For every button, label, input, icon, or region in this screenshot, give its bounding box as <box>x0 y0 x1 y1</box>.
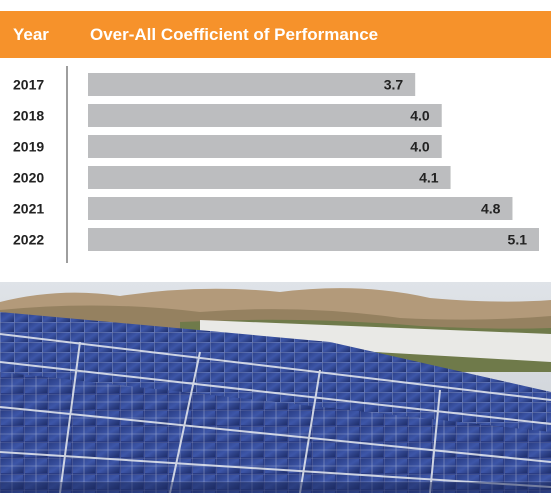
bar-value-label: 4.0 <box>410 108 430 124</box>
bar-value-label: 4.1 <box>419 170 439 186</box>
bar-2018 <box>88 104 442 127</box>
year-tick-label: 2017 <box>13 77 44 93</box>
bar-chart: 2017 3.7 2018 4.0 2019 4.0 2020 4.1 2021 4.8 2022 5… <box>13 66 539 263</box>
bar-value-label: 3.7 <box>384 77 404 93</box>
bar-2022 <box>88 228 539 251</box>
bar-value-label: 4.8 <box>481 201 501 217</box>
year-tick-label: 2019 <box>13 139 44 155</box>
year-column-header: Year <box>13 25 49 44</box>
year-tick-label: 2021 <box>13 201 44 217</box>
bar-value-label: 4.0 <box>410 139 430 155</box>
bar-2019 <box>88 135 442 158</box>
bar-2020 <box>88 166 451 189</box>
bar-2017 <box>88 73 416 96</box>
solar-panels-illustration <box>0 282 551 493</box>
table-header: Year Over-All Coefficient of Performance <box>0 11 551 58</box>
year-tick-label: 2018 <box>13 108 44 124</box>
solar-panels-image <box>0 282 551 493</box>
bar-value-label: 5.1 <box>508 232 528 248</box>
bar-2021 <box>88 197 513 220</box>
year-tick-label: 2022 <box>13 232 44 248</box>
year-tick-label: 2020 <box>13 170 44 186</box>
chart-title: Over-All Coefficient of Performance <box>90 25 379 44</box>
